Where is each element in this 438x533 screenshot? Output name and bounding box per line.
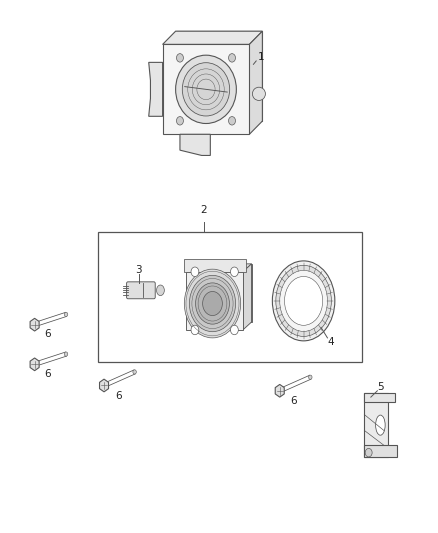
Polygon shape <box>149 62 162 116</box>
Text: 5: 5 <box>378 382 384 392</box>
Polygon shape <box>187 264 251 272</box>
Polygon shape <box>30 318 39 331</box>
Circle shape <box>184 269 241 338</box>
Circle shape <box>64 352 68 356</box>
Circle shape <box>177 117 184 125</box>
Circle shape <box>196 283 230 324</box>
Bar <box>364 393 395 402</box>
Circle shape <box>230 267 238 277</box>
Text: 6: 6 <box>44 369 51 379</box>
Circle shape <box>191 325 199 335</box>
Circle shape <box>64 312 68 317</box>
Circle shape <box>203 292 223 316</box>
Polygon shape <box>162 31 262 44</box>
Bar <box>162 44 249 134</box>
Ellipse shape <box>252 87 265 100</box>
Text: 6: 6 <box>44 329 51 339</box>
Polygon shape <box>275 384 284 397</box>
Circle shape <box>177 54 184 62</box>
Polygon shape <box>195 264 251 322</box>
Circle shape <box>365 448 372 457</box>
Polygon shape <box>99 379 109 392</box>
Ellipse shape <box>276 265 332 336</box>
Ellipse shape <box>280 270 328 332</box>
Circle shape <box>309 375 312 379</box>
Bar <box>98 232 362 362</box>
Text: 6: 6 <box>115 391 122 400</box>
Text: 6: 6 <box>291 396 297 406</box>
Circle shape <box>230 325 238 335</box>
Polygon shape <box>180 134 210 156</box>
Circle shape <box>229 117 236 125</box>
Polygon shape <box>249 31 262 134</box>
Bar <box>364 393 388 457</box>
Circle shape <box>191 267 199 277</box>
Bar <box>364 445 397 457</box>
Bar <box>187 272 243 330</box>
Polygon shape <box>243 264 251 330</box>
Ellipse shape <box>182 63 230 116</box>
Circle shape <box>229 54 236 62</box>
Ellipse shape <box>156 285 164 296</box>
FancyBboxPatch shape <box>127 282 155 299</box>
Ellipse shape <box>272 261 335 341</box>
Text: 4: 4 <box>328 337 334 347</box>
Polygon shape <box>30 358 39 370</box>
Ellipse shape <box>176 55 237 124</box>
Polygon shape <box>184 259 246 272</box>
Ellipse shape <box>376 415 385 435</box>
Text: 3: 3 <box>135 265 142 275</box>
Text: 1: 1 <box>258 52 265 61</box>
Ellipse shape <box>285 277 323 325</box>
Text: 2: 2 <box>201 205 207 215</box>
Circle shape <box>133 370 136 374</box>
Circle shape <box>189 276 236 332</box>
Polygon shape <box>176 31 262 121</box>
